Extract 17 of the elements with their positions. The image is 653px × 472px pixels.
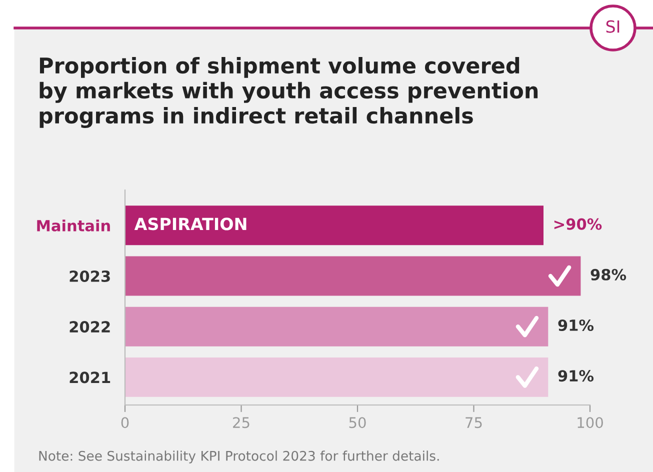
chart-title: Proportion of shipment volume covered by markets with youth access prevention programs in indirect retail channels — [40, 57, 538, 128]
y-tick-label: Maintain — [37, 220, 110, 232]
x-tick-label: 0 — [121, 417, 129, 428]
data-label: >90% — [554, 218, 602, 230]
text: Note: See Sustainability KPI Protocol 2023 for further details. — [39, 450, 439, 464]
x-tick-label: 75 — [466, 417, 482, 428]
data-label: 91% — [558, 319, 594, 332]
x-tick-label: 50 — [349, 417, 366, 428]
x-tick-label: 100 — [578, 417, 603, 428]
x-tick-label: 25 — [233, 417, 250, 428]
y-tick-label: 2022 — [70, 321, 110, 333]
y-tick-label: 2023 — [70, 270, 110, 282]
y-tick-label: 2021 — [70, 372, 110, 384]
data-label: 91% — [558, 370, 594, 382]
text: SI — [606, 20, 620, 33]
data-label: 98% — [590, 268, 626, 280]
annotation: ASPIRATION — [134, 218, 246, 230]
